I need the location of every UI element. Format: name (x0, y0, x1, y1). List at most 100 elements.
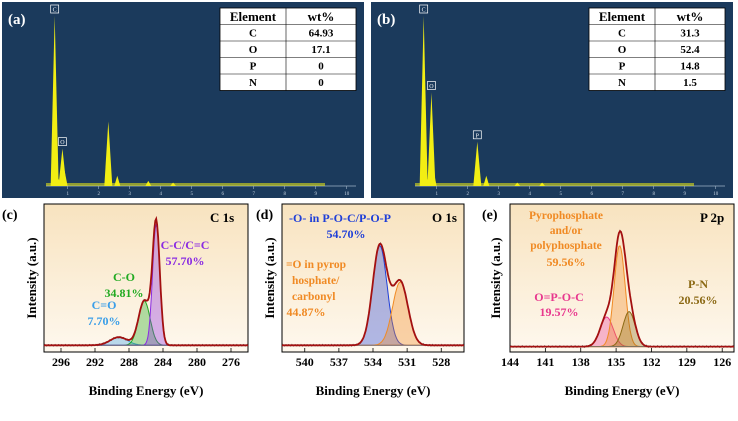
pct-c-co: 34.81% (105, 286, 144, 300)
eds-noise-band (46, 183, 325, 186)
pct-d-poc: 54.70% (327, 227, 366, 241)
eds-b-spectrum: COP (415, 4, 725, 187)
envelope-fit (510, 229, 734, 348)
eds-tick-label: 10 (713, 192, 719, 197)
ylabel-d: Intensity (a.u.) (262, 237, 277, 318)
eds-marker-label: O (429, 84, 434, 90)
eds-tick-label: 7 (621, 192, 624, 197)
eds-table-cell: O (249, 44, 258, 56)
xps-d-curves: 540 537 534 531 528 (281, 242, 465, 369)
eds-peak (483, 175, 490, 186)
eds-peak (473, 141, 482, 186)
eds-peak (50, 16, 59, 186)
x-tick-label: 531 (398, 355, 416, 369)
eds-tick-label: 3 (497, 192, 500, 197)
eds-peak (104, 121, 113, 186)
eds-marker-label: O (60, 140, 65, 146)
pct-d-pyro: 44.87% (287, 305, 326, 319)
label-e-pyro-2: and/or (550, 225, 583, 237)
eds-a-xticks: 1 2 3 4 5 6 7 8 9 10 (66, 186, 350, 197)
label-d-poc: -O- in P-O-C/P-O-P (289, 211, 391, 225)
eds-tick-label: 8 (652, 192, 655, 197)
eds-table-cell: 0 (318, 61, 324, 73)
panel-label-e: (e) (482, 208, 498, 223)
label-d-pyro-3: carbonyl (292, 291, 335, 303)
eds-tick-label: 10 (344, 192, 350, 197)
eds-marker-label: C (422, 8, 426, 14)
eds-tick-label: 6 (221, 192, 224, 197)
eds-peak (427, 92, 436, 186)
pct-c-cdo: 7.70% (88, 314, 121, 328)
eds-table-header: Element (599, 9, 646, 24)
x-tick-label: 132 (642, 355, 660, 369)
eds-table-bg (219, 7, 357, 91)
eds-tick-label: 4 (159, 192, 162, 197)
eds-table-header: Element (230, 9, 277, 24)
xlabel-e: Binding Energy (eV) (565, 383, 680, 398)
eds-table-cell: 14.8 (680, 61, 700, 73)
title-e: P 2p (700, 210, 724, 225)
eds-peak (61, 170, 68, 186)
eds-tick-label: 2 (97, 192, 100, 197)
eds-tick-label: 6 (590, 192, 593, 197)
eds-marker-box (50, 4, 60, 14)
x-tick-label: 534 (364, 355, 382, 369)
x-tick-label: 284 (154, 355, 172, 369)
x-tick-label: 528 (432, 355, 450, 369)
eds-table-header: wt% (677, 9, 704, 24)
envelope-fit (44, 215, 248, 347)
eds-table-cell: P (619, 61, 626, 73)
label-c-cc: C-C/C=C (161, 238, 210, 252)
pct-e-pn: 20.56% (679, 293, 718, 307)
panel-d: 540 537 534 531 528 (d) O 1s -O- in P-O-C/P-… (256, 203, 465, 398)
eds-table-bg (588, 7, 726, 91)
panel-b: COP 1 2 3 4 5 6 7 8 9 10 (b) Element wt%C 31.3O 52.4… (371, 2, 733, 198)
xlabel-d: Binding Energy (eV) (316, 383, 431, 398)
eds-marker-box (58, 137, 67, 146)
eds-peak (170, 182, 177, 186)
eds-peak (514, 182, 521, 186)
panel-label-c: (c) (2, 208, 18, 223)
label-e-pyro-3: polyphosphate (530, 240, 602, 252)
ylabel-e: Intensity (a.u.) (488, 237, 503, 318)
eds-tick-label: 5 (559, 192, 562, 197)
eds-table-cell: O (618, 44, 627, 56)
x-tick-label: 280 (188, 355, 206, 369)
x-tick-label: 141 (536, 355, 554, 369)
eds-marker-label: P (476, 133, 480, 139)
eds-tick-label: 5 (190, 192, 193, 197)
panel-label-a: (a) (8, 12, 26, 28)
x-tick-label: 296 (52, 355, 70, 369)
xps-e-curves: 144 141 138 135 132 129 126 (501, 229, 735, 369)
ylabel-c: Intensity (a.u.) (24, 237, 39, 318)
panel-label-b: (b) (377, 12, 395, 28)
eds-noise-band (415, 183, 694, 186)
envelope-fit (282, 242, 464, 347)
eds-table-cell: 0 (318, 77, 324, 89)
eds-table-cell: N (618, 77, 626, 89)
eds-peak (114, 175, 121, 186)
panel-label-d: (d) (256, 208, 273, 223)
pct-c-cc: 57.70% (166, 254, 205, 268)
xps-c-curves: 296 292 288 284 280 276 (43, 215, 249, 369)
x-tick-label: 288 (120, 355, 138, 369)
eds-peak (430, 170, 437, 186)
label-d-pyro-2: hosphate/ (292, 275, 340, 287)
eds-tick-label: 9 (683, 192, 686, 197)
eds-a-table: Element wt% C 64.93 O 17.1 P 0 N 0 (219, 7, 357, 91)
eds-b-xticks: 1 2 3 4 5 6 7 8 9 10 (435, 186, 719, 197)
x-tick-label: 126 (713, 355, 731, 369)
eds-peak (145, 180, 152, 186)
panel-a: CO 1 2 3 4 5 6 7 8 9 10 (a) Element wt%C 64.93O 17.1… (2, 2, 364, 198)
eds-a-spectrum: CO (46, 4, 356, 187)
eds-marker-box (427, 81, 436, 90)
xlabel-c: Binding Energy (eV) (89, 383, 204, 398)
x-tick-label: 292 (86, 355, 104, 369)
eds-table-cell: P (250, 61, 257, 73)
eds-table-cell: 17.1 (311, 44, 330, 56)
eds-table-cell: C (618, 28, 626, 40)
eds-tick-label: 9 (314, 192, 317, 197)
eds-b-table: Element wt% C 31.3 O 52.4 P 14.8 N 1.5 (588, 7, 726, 91)
eds-tick-label: 7 (252, 192, 255, 197)
